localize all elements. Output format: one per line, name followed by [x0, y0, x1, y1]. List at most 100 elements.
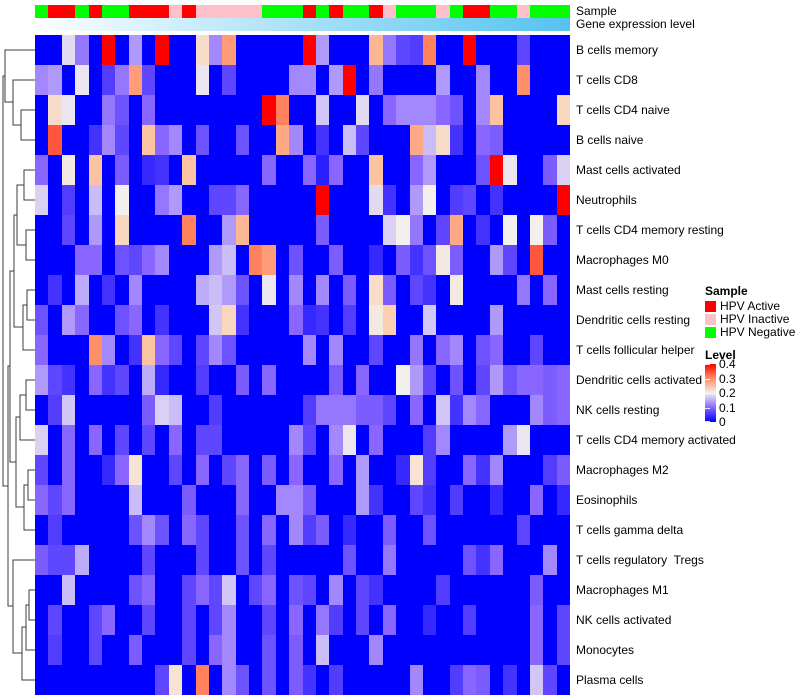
heatmap-cell [543, 515, 557, 545]
heatmap-cell [302, 485, 316, 515]
legend-item: HPV Negative [705, 326, 800, 339]
heatmap-cell [503, 395, 517, 425]
heatmap-cell [463, 395, 477, 425]
heatmap-cell [182, 515, 196, 545]
heatmap-cell [88, 65, 102, 95]
heatmap-cell [155, 185, 169, 215]
heatmap-cell [396, 185, 410, 215]
heatmap-cell [249, 545, 263, 575]
heatmap-cell [235, 665, 249, 695]
heatmap-cell [422, 275, 437, 305]
heatmap-cell [409, 425, 423, 455]
heatmap-cell [155, 575, 169, 605]
heatmap-cell [463, 215, 477, 245]
heatmap-cell [142, 215, 156, 245]
heatmap-cell [476, 35, 490, 65]
heatmap-cell [529, 365, 544, 395]
heatmap-cell [115, 125, 129, 155]
heatmap-cell [382, 395, 397, 425]
heatmap-cell [208, 65, 223, 95]
heatmap-cell [168, 665, 183, 695]
legend-panel: Sample HPV Active HPV Inactive HPV Negativ… [705, 284, 800, 428]
heatmap-cell [182, 65, 196, 95]
heatmap-cell [289, 335, 303, 365]
heatmap-cell [195, 245, 209, 275]
sample-annotation-cell [275, 5, 290, 18]
heatmap-cell [48, 605, 62, 635]
heatmap-cell [396, 515, 410, 545]
heatmap-cell [449, 395, 463, 425]
heatmap-cell [342, 275, 356, 305]
heatmap-cell [489, 155, 504, 185]
heatmap-cell [142, 155, 156, 185]
heatmap-cell [476, 215, 490, 245]
heatmap-cell [61, 665, 76, 695]
heatmap-cell [449, 545, 463, 575]
heatmap-cell [529, 65, 544, 95]
heatmap-cell [556, 365, 570, 395]
heatmap-cell [449, 95, 463, 125]
heatmap-cell [463, 35, 477, 65]
row-label: NK cells resting [576, 403, 660, 417]
heatmap-cell [476, 275, 490, 305]
heatmap-cell [463, 65, 477, 95]
heatmap-cell [489, 215, 504, 245]
level-legend: Level 0.4 0.3 0.2 0.1 0 [705, 348, 800, 428]
heatmap-cell [342, 365, 356, 395]
heatmap-cell [61, 575, 76, 605]
heatmap-cell [529, 95, 544, 125]
heatmap-cell [208, 245, 223, 275]
heatmap-cell [529, 245, 544, 275]
heatmap-cell [356, 395, 370, 425]
heatmap-cell [275, 515, 290, 545]
heatmap-cell [235, 605, 249, 635]
heatmap-cell [222, 635, 236, 665]
heatmap-cell [249, 155, 263, 185]
heatmap-cell [382, 425, 397, 455]
heatmap-cell [356, 665, 370, 695]
heatmap-cell [329, 185, 343, 215]
heatmap-cell [342, 95, 356, 125]
heatmap-cell [168, 275, 183, 305]
sample-annotation-cell [516, 5, 530, 18]
heatmap-cell [142, 545, 156, 575]
heatmap-cell [289, 95, 303, 125]
heatmap-cell [75, 335, 89, 365]
heatmap-cell [315, 575, 330, 605]
heatmap-cell [182, 245, 196, 275]
heatmap-cell [182, 485, 196, 515]
heatmap-cell [476, 455, 490, 485]
heatmap-cell [182, 305, 196, 335]
heatmap-cell [115, 485, 129, 515]
heatmap-cell [289, 275, 303, 305]
heatmap-cell [235, 245, 249, 275]
heatmap-cell [249, 455, 263, 485]
heatmap-cell [35, 545, 49, 575]
heatmap-cell [182, 275, 196, 305]
heatmap-cell [222, 305, 236, 335]
heatmap-cell [48, 425, 62, 455]
heatmap-cell [142, 125, 156, 155]
heatmap-cell [101, 305, 116, 335]
heatmap-cell [449, 215, 463, 245]
heatmap-cell [396, 545, 410, 575]
heatmap-cell [182, 95, 196, 125]
heatmap-cell [329, 545, 343, 575]
heatmap-cell [449, 575, 463, 605]
heatmap-cell [208, 155, 223, 185]
heatmap-cell [61, 335, 76, 365]
heatmap-cell [249, 245, 263, 275]
sample-annotation-cell [262, 5, 276, 18]
heatmap-cell [249, 365, 263, 395]
sample-annotation-cell [195, 5, 209, 18]
heatmap-cell [329, 605, 343, 635]
heatmap-cell [61, 35, 76, 65]
heatmap-cell [543, 455, 557, 485]
heatmap-cell [396, 95, 410, 125]
heatmap-cell [222, 35, 236, 65]
heatmap-cell [128, 95, 142, 125]
heatmap-cell [422, 485, 437, 515]
heatmap-cell [356, 275, 370, 305]
sample-annotation-cell [289, 5, 303, 18]
